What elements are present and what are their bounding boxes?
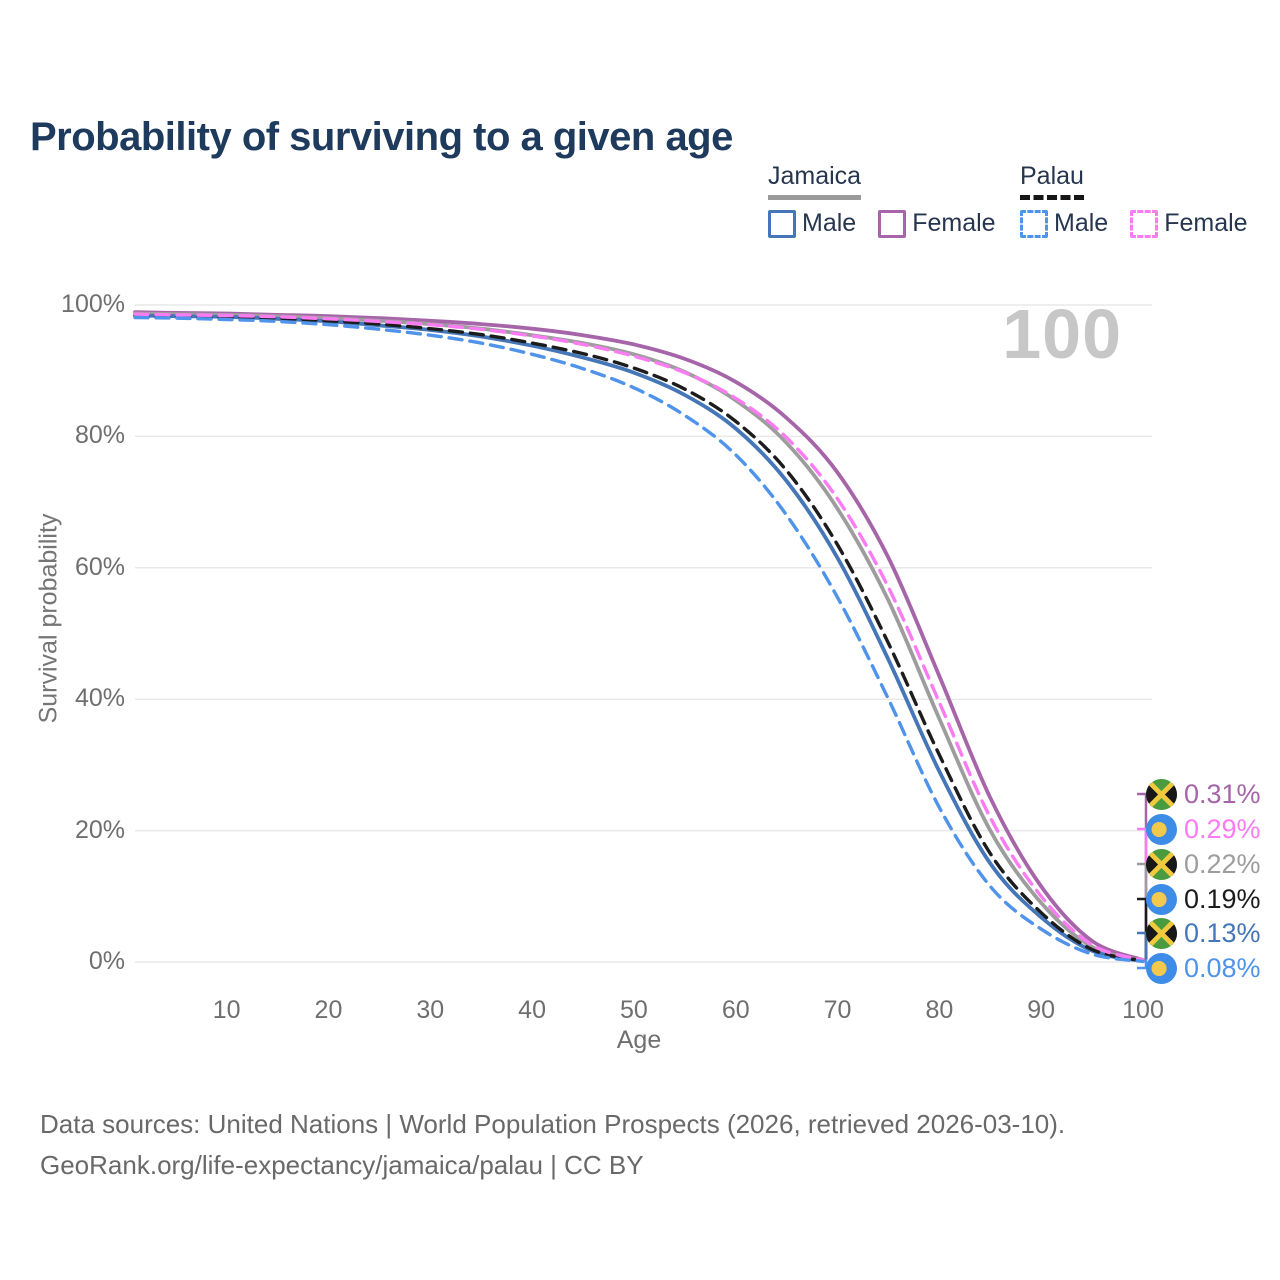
palau-flag-icon: [1146, 813, 1177, 845]
x-tick-label: 10: [212, 996, 241, 1024]
legend-country-palau: Palau: [1020, 162, 1084, 200]
x-tick-label: 80: [925, 996, 954, 1024]
x-axis-title: Age: [616, 1026, 662, 1054]
legend-group-palau: Palau Male Female: [1020, 162, 1248, 238]
end-label-palau-both[interactable]: 0.19%: [1146, 882, 1261, 916]
curve-palau-male: [133, 315, 1145, 964]
end-label-value: 0.19%: [1184, 884, 1261, 914]
end-label-value: 0.22%: [1184, 849, 1261, 879]
jamaica-flag-icon: [1146, 848, 1177, 880]
y-tick-label: 80%: [74, 421, 125, 450]
jamaica-female-swatch-icon: [878, 209, 907, 238]
legend-label: Female: [1164, 209, 1248, 237]
end-label-value: 0.29%: [1184, 814, 1261, 844]
palau-male-swatch-icon: [1020, 209, 1048, 238]
end-label-jamaica-male[interactable]: 0.13%: [1146, 916, 1261, 950]
x-tick-label: 40: [518, 996, 546, 1024]
end-label-jamaica-female[interactable]: 0.31%: [1146, 777, 1261, 811]
x-tick-label: 20: [314, 996, 343, 1024]
x-tick-label: 70: [823, 996, 852, 1024]
end-label-value: 0.08%: [1184, 953, 1261, 983]
x-tick-label: 90: [1027, 996, 1056, 1024]
curve-palau-female: [133, 312, 1145, 962]
end-label-jamaica-both[interactable]: 0.22%: [1146, 847, 1261, 881]
jamaica-flag-icon: [1146, 778, 1177, 810]
page-title: Probability of surviving to a given age: [30, 114, 733, 159]
palau-flag-icon: [1146, 952, 1177, 984]
palau-flag-icon: [1146, 883, 1177, 915]
legend-country-jamaica: Jamaica: [768, 162, 862, 200]
x-tick-label: 60: [721, 996, 750, 1024]
y-tick-label: 0%: [88, 947, 125, 975]
end-label-palau-male[interactable]: 0.08%: [1146, 951, 1261, 985]
y-tick-label: 60%: [74, 552, 125, 581]
legend-item-palau-male[interactable]: Male: [1020, 209, 1108, 238]
end-label-value: 0.31%: [1184, 779, 1261, 809]
y-axis-title: Survival probability: [34, 513, 63, 724]
data-source-text: Data sources: United Nations | World Pop…: [40, 1109, 1066, 1139]
age-indicator-watermark: 100: [1002, 294, 1122, 374]
x-tick-label: 50: [620, 996, 648, 1024]
chart-footer: Data sources: United Nations | World Pop…: [40, 1104, 1065, 1186]
y-tick-label: 20%: [74, 815, 125, 844]
jamaica-flag-icon: [1146, 917, 1177, 949]
legend-label: Male: [1054, 209, 1109, 237]
legend-item-palau-female[interactable]: Female: [1130, 209, 1248, 238]
legend-group-jamaica: Jamaica Male Female: [768, 162, 996, 238]
x-tick-label: 100: [1122, 996, 1164, 1024]
x-tick-label: 30: [416, 996, 445, 1024]
y-tick-label: 100%: [61, 290, 125, 318]
attribution-text: GeoRank.org/life-expectancy/jamaica/pala…: [40, 1150, 644, 1180]
legend-item-jamaica-female[interactable]: Female: [878, 209, 996, 238]
legend-item-jamaica-male[interactable]: Male: [768, 209, 856, 238]
palau-female-swatch-icon: [1130, 209, 1159, 238]
y-tick-label: 40%: [74, 684, 125, 713]
end-label-palau-female[interactable]: 0.29%: [1146, 812, 1261, 846]
end-label-value: 0.13%: [1184, 918, 1261, 948]
legend-label: Male: [802, 209, 857, 237]
jamaica-male-swatch-icon: [768, 209, 796, 238]
legend-label: Female: [912, 209, 996, 237]
